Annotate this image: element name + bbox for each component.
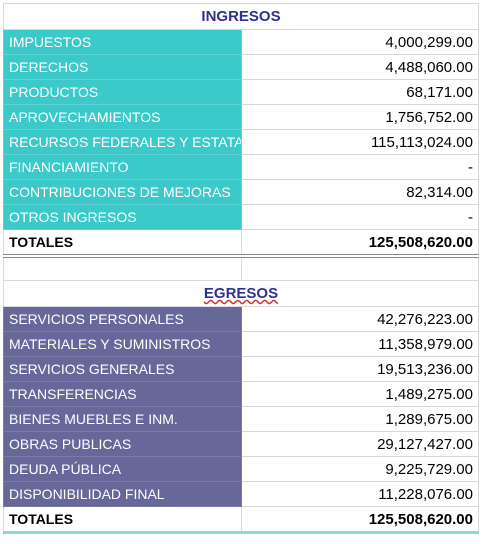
empty-cell bbox=[240, 255, 479, 281]
table-row: DEUDA PÚBLICA 9,225,729.00 bbox=[3, 456, 479, 482]
row-value: 9,225,729.00 bbox=[240, 456, 479, 482]
section-title-text: INGRESOS bbox=[201, 8, 281, 25]
table-row: MATERIALES Y SUMINISTROS 11,358,979.00 bbox=[3, 331, 479, 357]
row-label: OTROS INGRESOS bbox=[3, 204, 242, 230]
total-row: TOTALES 125,508,620.00 bbox=[3, 506, 479, 534]
row-value: 1,489,275.00 bbox=[240, 381, 479, 407]
row-value: 1,289,675.00 bbox=[240, 406, 479, 432]
row-label: BIENES MUEBLES E INM. bbox=[3, 406, 242, 432]
table-row: RECURSOS FEDERALES Y ESTATALES115,113,02… bbox=[3, 129, 479, 155]
row-label: CONTRIBUCIONES DE MEJORAS bbox=[3, 179, 242, 205]
row-value: 68,171.00 bbox=[240, 79, 479, 105]
row-label: IMPUESTOS bbox=[3, 29, 242, 55]
row-value: 1,756,752.00 bbox=[240, 104, 479, 130]
section-title: INGRESOS bbox=[3, 3, 479, 30]
row-label: SERVICIOS GENERALES bbox=[3, 356, 242, 382]
total-row: TOTALES 125,508,620.00 bbox=[3, 229, 479, 258]
total-value: 125,508,620.00 bbox=[240, 229, 479, 258]
row-label: DEUDA PÚBLICA bbox=[3, 456, 242, 482]
table-row: DERECHOS 4,488,060.00 bbox=[3, 54, 479, 80]
blank-row bbox=[3, 255, 479, 281]
row-value: - bbox=[240, 154, 479, 180]
section-title-text: EGRESOS bbox=[203, 285, 279, 302]
row-value: 4,000,299.00 bbox=[240, 29, 479, 55]
row-value: 19,513,236.00 bbox=[240, 356, 479, 382]
row-label: PRODUCTOS bbox=[3, 79, 242, 105]
row-value: 42,276,223.00 bbox=[240, 306, 479, 332]
table-row: OBRAS PUBLICAS 29,127,427.00 bbox=[3, 431, 479, 457]
row-label: OBRAS PUBLICAS bbox=[3, 431, 242, 457]
title-cell: INGRESOS bbox=[3, 3, 479, 30]
table-row: DISPONIBILIDAD FINAL 11,228,076.00 bbox=[3, 481, 479, 507]
row-label: RECURSOS FEDERALES Y ESTATALES bbox=[3, 129, 242, 155]
row-value: 82,314.00 bbox=[240, 179, 479, 205]
row-label: APROVECHAMIENTOS bbox=[3, 104, 242, 130]
table-row: IMPUESTOS 4,000,299.00 bbox=[3, 29, 479, 55]
table-row: OTROS INGRESOS - bbox=[3, 204, 479, 230]
row-value: 29,127,427.00 bbox=[240, 431, 479, 457]
row-value: 4,488,060.00 bbox=[240, 54, 479, 80]
total-label: TOTALES bbox=[3, 506, 242, 534]
table-row: CONTRIBUCIONES DE MEJORAS 82,314.00 bbox=[3, 179, 479, 205]
table-row: SERVICIOS GENERALES 19,513,236.00 bbox=[3, 356, 479, 382]
row-label: MATERIALES Y SUMINISTROS bbox=[3, 331, 242, 357]
row-label: FINANCIAMIENTO bbox=[3, 154, 242, 180]
table-row: APROVECHAMIENTOS 1,756,752.00 bbox=[3, 104, 479, 130]
table-row: BIENES MUEBLES E INM. 1,289,675.00 bbox=[3, 406, 479, 432]
row-value: 115,113,024.00 bbox=[240, 129, 479, 155]
section-title: EGRESOS bbox=[3, 280, 479, 307]
row-label: TRANSFERENCIAS bbox=[3, 381, 242, 407]
title-cell: EGRESOS bbox=[3, 280, 479, 307]
spreadsheet: INGRESOS IMPUESTOS 4,000,299.00 DERECHOS 4,4… bbox=[3, 3, 479, 534]
row-value: 11,358,979.00 bbox=[240, 331, 479, 357]
table-row: SERVICIOS PERSONALES 42,276,223.00 bbox=[3, 306, 479, 332]
row-value: - bbox=[240, 204, 479, 230]
row-value: 11,228,076.00 bbox=[240, 481, 479, 507]
row-label: DISPONIBILIDAD FINAL bbox=[3, 481, 242, 507]
table-row: PRODUCTOS 68,171.00 bbox=[3, 79, 479, 105]
total-value: 125,508,620.00 bbox=[240, 506, 479, 534]
table-row: FINANCIAMIENTO - bbox=[3, 154, 479, 180]
total-label: TOTALES bbox=[3, 229, 242, 258]
table-row: TRANSFERENCIAS 1,489,275.00 bbox=[3, 381, 479, 407]
empty-cell bbox=[3, 255, 242, 281]
row-label: SERVICIOS PERSONALES bbox=[3, 306, 242, 332]
row-label: DERECHOS bbox=[3, 54, 242, 80]
